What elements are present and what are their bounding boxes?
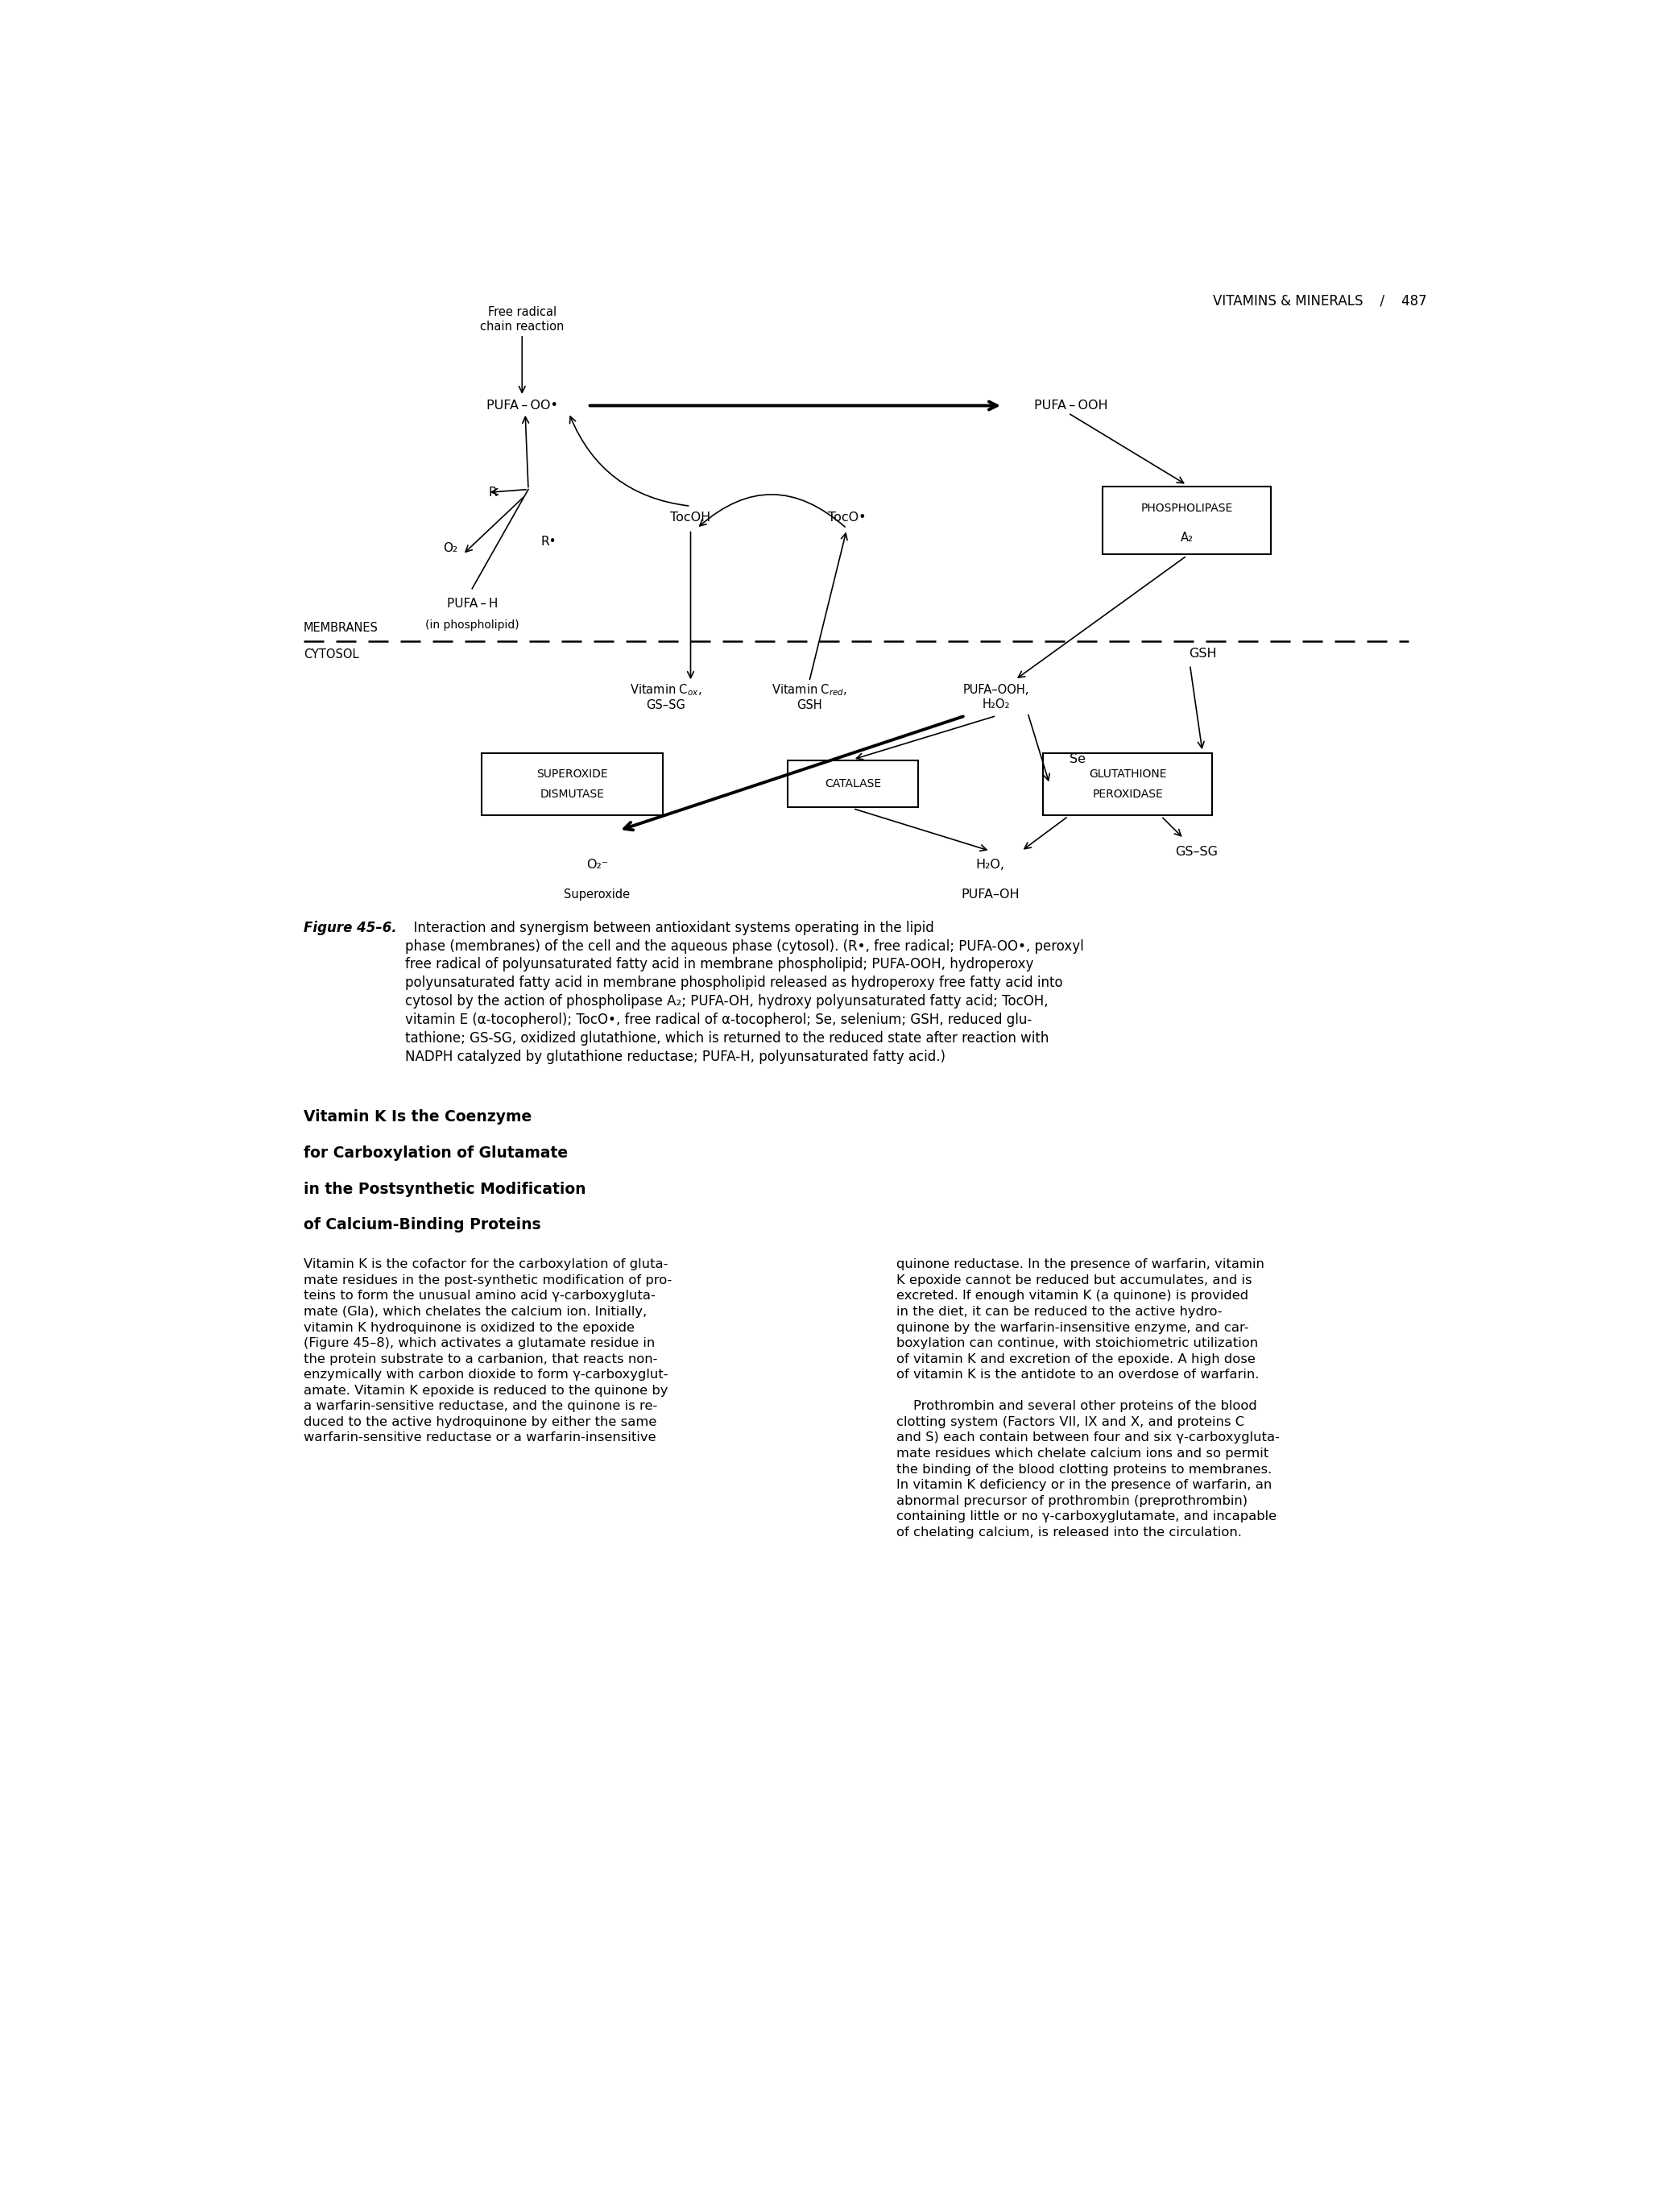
Text: Vitamin C$_{ox}$,
GS–SG: Vitamin C$_{ox}$, GS–SG (630, 684, 702, 712)
Text: in the Postsynthetic Modification: in the Postsynthetic Modification (304, 1181, 586, 1197)
Text: for Carboxylation of Glutamate: for Carboxylation of Glutamate (304, 1146, 568, 1161)
Text: PUFA–OOH,
H₂O₂: PUFA–OOH, H₂O₂ (963, 684, 1030, 710)
Text: TocO•: TocO• (828, 511, 865, 524)
Text: O₂⁻: O₂⁻ (586, 858, 608, 872)
Text: PUFA – H: PUFA – H (447, 597, 497, 611)
FancyBboxPatch shape (482, 752, 662, 814)
Text: Vitamin K is the cofactor for the carboxylation of gluta-
mate residues in the p: Vitamin K is the cofactor for the carbox… (304, 1259, 672, 1444)
Text: Se: Se (1070, 752, 1085, 765)
Text: MEMBRANES: MEMBRANES (304, 622, 378, 635)
Text: TocOH: TocOH (670, 511, 711, 524)
Text: R: R (489, 487, 497, 498)
Text: quinone reductase. In the presence of warfarin, vitamin
K epoxide cannot be redu: quinone reductase. In the presence of wa… (897, 1259, 1280, 1537)
Text: DISMUTASE: DISMUTASE (539, 787, 605, 799)
Text: of Calcium-Binding Proteins: of Calcium-Binding Proteins (304, 1217, 541, 1232)
Text: PUFA – OO•: PUFA – OO• (486, 400, 558, 411)
Text: GS–SG: GS–SG (1174, 847, 1218, 858)
Text: SUPEROXIDE: SUPEROXIDE (536, 768, 608, 779)
Text: PUFA – OOH: PUFA – OOH (1033, 400, 1107, 411)
Text: Vitamin C$_{red}$,
GSH: Vitamin C$_{red}$, GSH (771, 684, 847, 712)
Text: PUFA–OH: PUFA–OH (961, 889, 1020, 900)
Text: GSH: GSH (1188, 648, 1216, 659)
Text: (in phospholipid): (in phospholipid) (425, 619, 519, 630)
Text: Interaction and synergism between antioxidant systems operating in the lipid
pha: Interaction and synergism between antiox… (405, 920, 1084, 1064)
Text: R•: R• (541, 535, 556, 549)
Text: Figure 45–6.: Figure 45–6. (304, 920, 396, 936)
Text: A₂: A₂ (1181, 531, 1193, 544)
Text: CYTOSOL: CYTOSOL (304, 648, 360, 661)
Text: PHOSPHOLIPASE: PHOSPHOLIPASE (1141, 502, 1233, 513)
Text: Superoxide: Superoxide (564, 889, 630, 900)
FancyBboxPatch shape (1043, 752, 1211, 814)
FancyBboxPatch shape (788, 761, 919, 807)
FancyBboxPatch shape (1102, 487, 1272, 555)
Text: VITAMINS & MINERALS    /    487: VITAMINS & MINERALS / 487 (1213, 294, 1426, 307)
Text: Free radical
chain reaction: Free radical chain reaction (480, 307, 564, 332)
Text: CATALASE: CATALASE (825, 779, 880, 790)
Text: GLUTATHIONE: GLUTATHIONE (1089, 768, 1166, 779)
Text: O₂: O₂ (444, 542, 457, 555)
Text: PEROXIDASE: PEROXIDASE (1092, 787, 1163, 799)
Text: H₂O,: H₂O, (976, 858, 1005, 872)
Text: Vitamin K Is the Coenzyme: Vitamin K Is the Coenzyme (304, 1110, 533, 1126)
